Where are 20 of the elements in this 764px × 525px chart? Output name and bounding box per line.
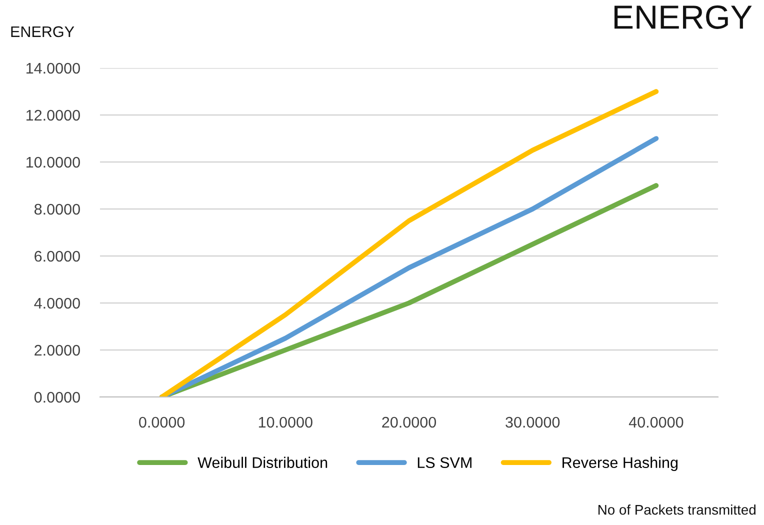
text: No of Packets transmitted <box>598 504 756 515</box>
y-tick-label: 10.0000 <box>26 156 80 168</box>
legend-label: Weibull Distribution <box>198 456 328 468</box>
y-tick-label: 4.0000 <box>34 298 80 309</box>
x-tick-label: 0.0000 <box>139 416 185 428</box>
line-series <box>159 89 659 397</box>
x-tick-label: 10.0000 <box>258 416 312 428</box>
legend-label: Reverse Hashing <box>562 456 678 472</box>
y-tick-label: 12.0000 <box>26 110 80 121</box>
legend-label: LS SVM <box>418 457 472 468</box>
x-tick-label: 20.0000 <box>382 416 436 428</box>
y-tick-label: 14.0000 <box>26 62 80 74</box>
y-tick-label: 2.0000 <box>34 344 80 356</box>
y-tick-label: 8.0000 <box>34 204 80 215</box>
y-tick-label: 6.0000 <box>34 250 80 262</box>
chart-title: ENERGY <box>614 5 752 29</box>
y-axis-title: ENERGY <box>11 26 74 38</box>
x-tick-label: 40.0000 <box>628 416 684 428</box>
y-tick-label: 0.0000 <box>34 392 80 403</box>
x-tick-label: 30.0000 <box>506 416 560 428</box>
